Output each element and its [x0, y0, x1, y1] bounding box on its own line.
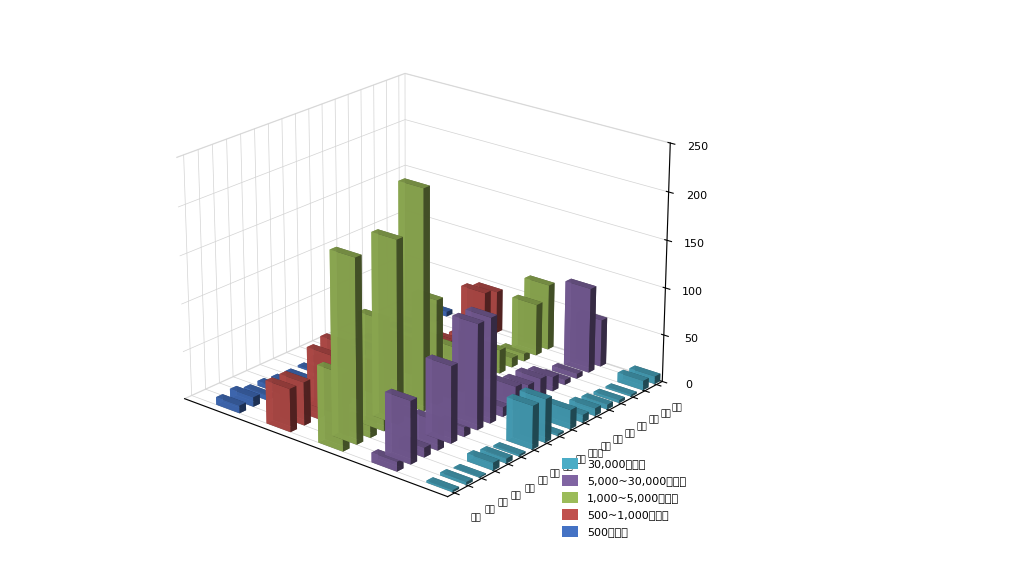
Legend: 30,000㎡이상, 5,000~30,000㎡미만, 1,000~5,000㎡미만, 500~1,000㎡미만, 500㎡미만: 30,000㎡이상, 5,000~30,000㎡미만, 1,000~5,000㎡…: [557, 453, 691, 541]
